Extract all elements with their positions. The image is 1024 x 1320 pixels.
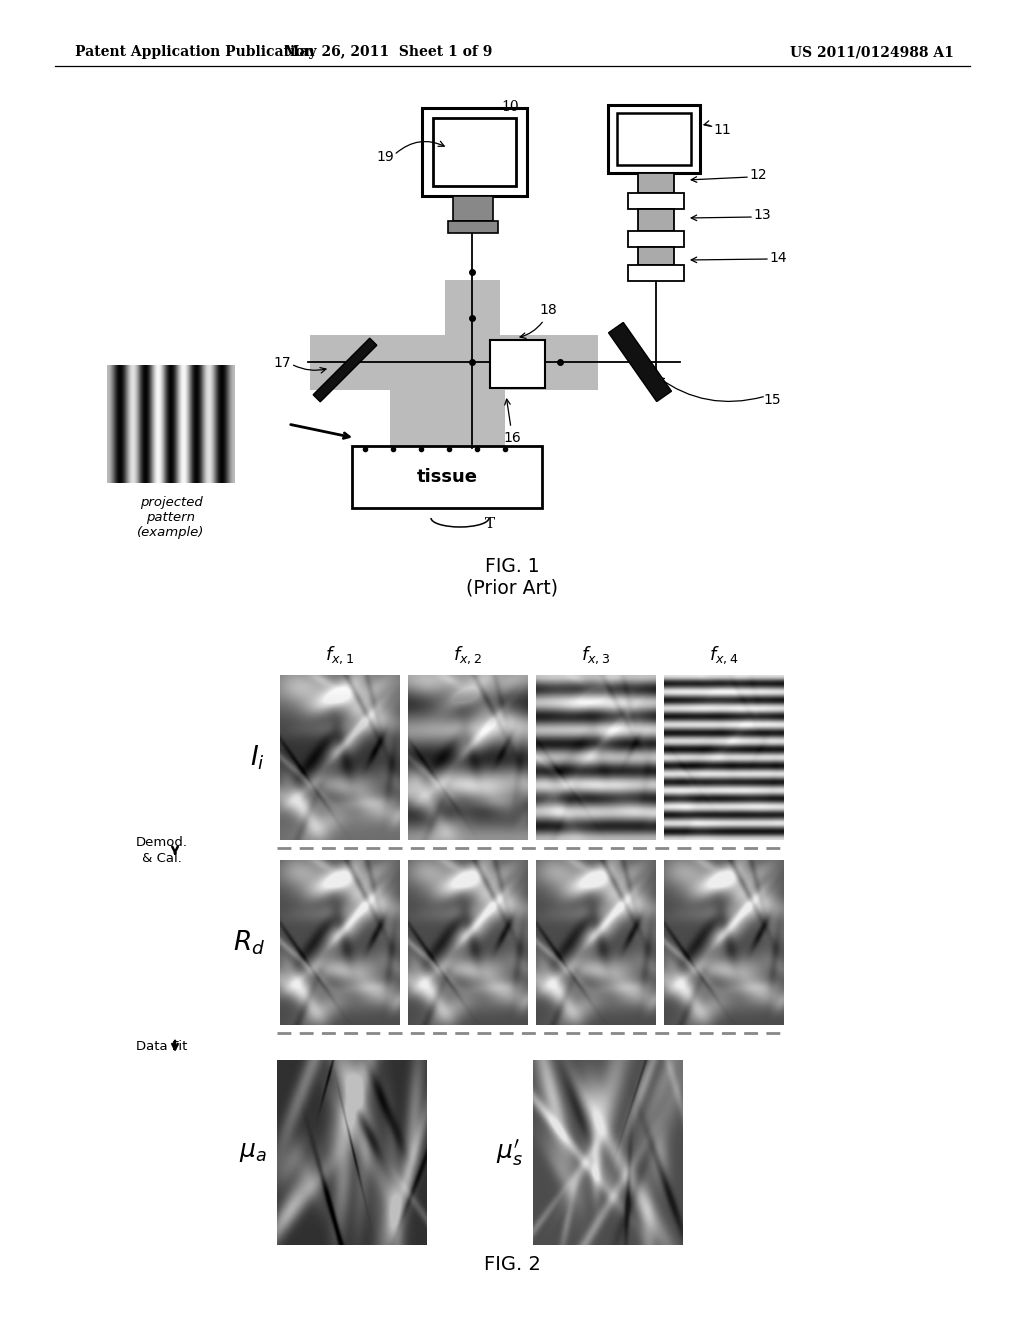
Bar xyxy=(436,121,513,183)
Text: 13: 13 xyxy=(754,209,771,222)
Bar xyxy=(617,114,691,165)
Text: projected
pattern
(example): projected pattern (example) xyxy=(137,496,205,539)
Polygon shape xyxy=(313,338,377,401)
Text: 12: 12 xyxy=(750,168,767,182)
Bar xyxy=(628,265,684,281)
Bar xyxy=(390,370,505,447)
Text: 18: 18 xyxy=(539,304,557,317)
Text: T: T xyxy=(485,517,495,531)
Text: (Prior Art): (Prior Art) xyxy=(466,579,558,598)
Bar xyxy=(620,116,688,162)
Text: $\mu_s'$: $\mu_s'$ xyxy=(496,1137,523,1168)
Text: 14: 14 xyxy=(769,251,786,265)
Bar xyxy=(498,335,598,389)
Text: $f_{x,3}$: $f_{x,3}$ xyxy=(582,644,610,665)
Text: 11: 11 xyxy=(713,123,731,137)
Text: $f_{x,2}$: $f_{x,2}$ xyxy=(454,644,482,665)
Bar xyxy=(433,117,516,186)
Bar xyxy=(453,195,493,220)
Polygon shape xyxy=(608,322,672,401)
Bar xyxy=(608,106,700,173)
Text: FIG. 1: FIG. 1 xyxy=(484,557,540,576)
Bar xyxy=(352,446,542,508)
Bar xyxy=(490,341,545,388)
Text: 17: 17 xyxy=(273,356,291,370)
Text: 19: 19 xyxy=(376,150,394,164)
Bar xyxy=(445,280,500,450)
Text: 15: 15 xyxy=(763,393,781,407)
Bar xyxy=(310,335,450,389)
Text: $f_{x,1}$: $f_{x,1}$ xyxy=(326,644,354,665)
Bar xyxy=(638,173,674,193)
Text: 16: 16 xyxy=(503,432,521,445)
Bar xyxy=(422,108,527,195)
Text: $R_d$: $R_d$ xyxy=(232,928,265,957)
Text: $\mu_a$: $\mu_a$ xyxy=(240,1140,267,1164)
Text: $f_{x,4}$: $f_{x,4}$ xyxy=(710,644,738,665)
Text: Data Fit: Data Fit xyxy=(136,1040,187,1053)
Bar xyxy=(628,231,684,247)
Text: FIG. 2: FIG. 2 xyxy=(483,1255,541,1274)
Text: May 26, 2011  Sheet 1 of 9: May 26, 2011 Sheet 1 of 9 xyxy=(284,45,493,59)
Text: tissue: tissue xyxy=(417,469,477,486)
Bar xyxy=(628,193,684,209)
Text: $I_i$: $I_i$ xyxy=(250,743,265,772)
Text: Patent Application Publication: Patent Application Publication xyxy=(75,45,314,59)
Text: US 2011/0124988 A1: US 2011/0124988 A1 xyxy=(791,45,954,59)
Bar xyxy=(638,209,674,231)
Text: & Cal.: & Cal. xyxy=(142,853,182,866)
Bar xyxy=(449,220,498,234)
Text: Demod.: Demod. xyxy=(136,836,188,849)
Text: 10: 10 xyxy=(501,100,519,114)
Bar xyxy=(638,247,674,265)
